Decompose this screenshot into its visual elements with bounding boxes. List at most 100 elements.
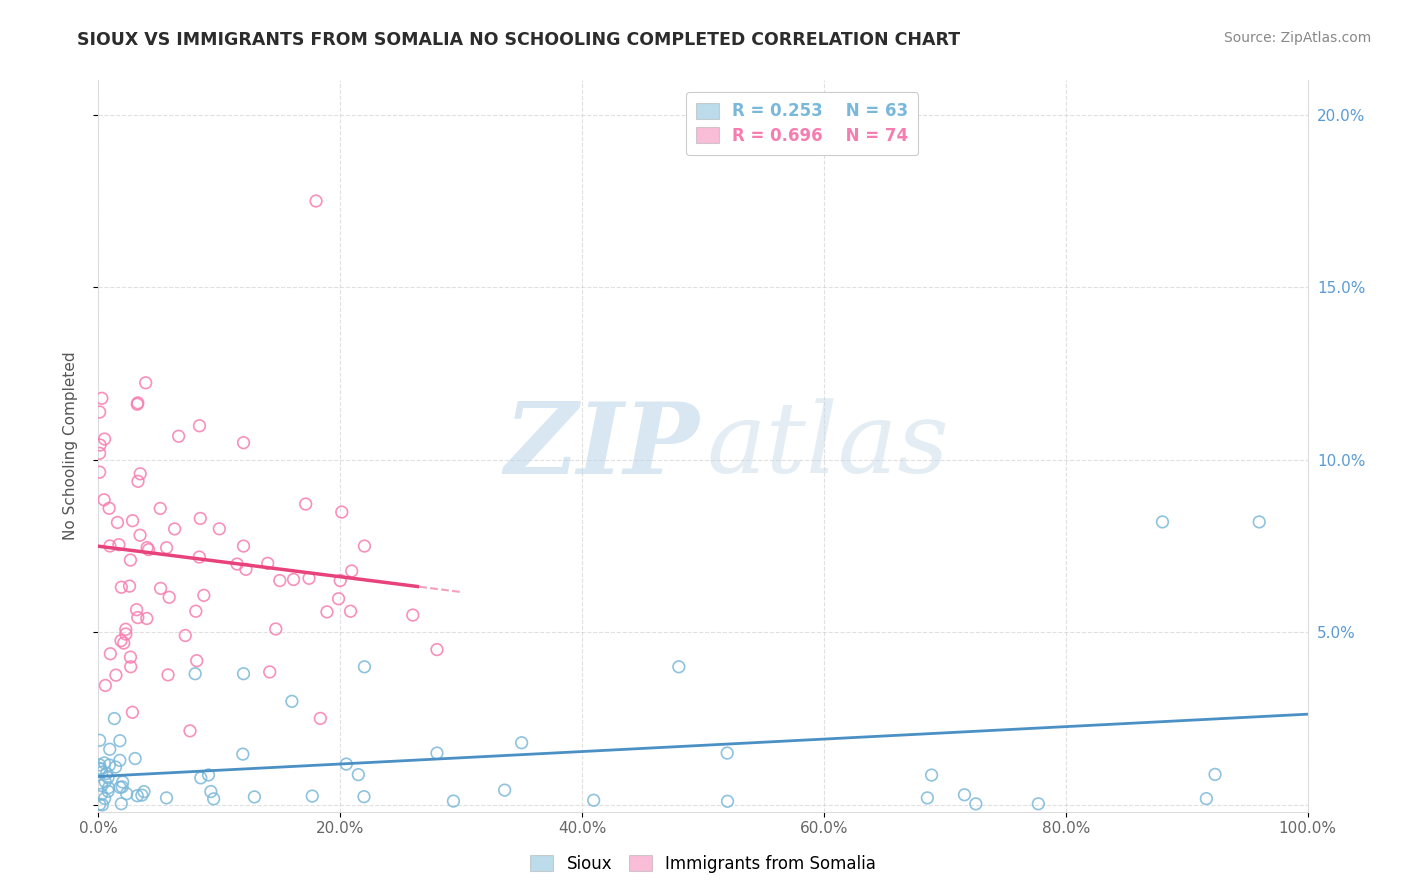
Point: [93, 492, 115, 507]
Point: [98, 758, 121, 772]
Point: [298, 571, 321, 585]
Point: [197, 768, 219, 782]
Point: [202, 792, 225, 806]
Point: [200, 784, 222, 798]
Point: [184, 666, 207, 681]
Point: [235, 562, 257, 576]
Point: [108, 780, 131, 795]
Point: [174, 628, 197, 642]
Point: [335, 757, 357, 772]
Point: [426, 642, 449, 657]
Point: [716, 794, 738, 808]
Point: [136, 541, 159, 555]
Text: SIOUX VS IMMIGRANTS FROM SOMALIA NO SCHOOLING COMPLETED CORRELATION CHART: SIOUX VS IMMIGRANTS FROM SOMALIA NO SCHO…: [77, 31, 960, 49]
Point: [115, 627, 138, 641]
Point: [97, 780, 120, 795]
Point: [157, 591, 180, 605]
Point: [89, 446, 111, 460]
Point: [90, 762, 112, 776]
Point: [120, 553, 142, 567]
Point: [188, 418, 211, 433]
Point: [121, 514, 143, 528]
Point: [129, 467, 152, 481]
Point: [121, 706, 143, 720]
Point: [120, 650, 142, 665]
Point: [155, 791, 177, 805]
Point: [94, 678, 117, 692]
Text: atlas: atlas: [707, 399, 949, 493]
Point: [264, 622, 287, 636]
Point: [114, 622, 136, 636]
Point: [98, 742, 121, 756]
Point: [184, 604, 207, 618]
Point: [259, 665, 281, 679]
Point: [91, 797, 114, 812]
Point: [125, 603, 148, 617]
Point: [112, 636, 135, 650]
Point: [89, 797, 111, 812]
Point: [157, 668, 180, 682]
Point: [316, 605, 339, 619]
Point: [108, 753, 131, 767]
Point: [510, 736, 533, 750]
Y-axis label: No Schooling Completed: No Schooling Completed: [63, 351, 77, 541]
Point: [269, 574, 291, 588]
Point: [110, 580, 132, 594]
Point: [135, 611, 157, 625]
Point: [111, 775, 134, 789]
Point: [186, 654, 208, 668]
Point: [256, 557, 278, 571]
Point: [110, 633, 132, 648]
Point: [402, 608, 425, 623]
Point: [104, 760, 127, 774]
Point: [917, 790, 939, 805]
Point: [89, 438, 111, 452]
Point: [188, 511, 211, 525]
Point: [179, 723, 201, 738]
Point: [110, 797, 132, 811]
Point: [97, 771, 120, 785]
Point: [281, 694, 304, 708]
Point: [90, 779, 112, 793]
Point: [232, 666, 254, 681]
Point: [89, 733, 111, 747]
Point: [111, 780, 134, 794]
Point: [89, 405, 111, 419]
Point: [232, 539, 254, 553]
Point: [443, 794, 465, 808]
Point: [232, 747, 254, 761]
Point: [131, 788, 153, 802]
Point: [115, 787, 138, 801]
Point: [108, 538, 131, 552]
Point: [1152, 515, 1174, 529]
Point: [89, 761, 111, 775]
Point: [127, 789, 149, 803]
Point: [89, 465, 111, 479]
Point: [104, 668, 127, 682]
Point: [305, 194, 328, 208]
Point: [340, 564, 363, 578]
Point: [118, 579, 141, 593]
Point: [353, 539, 375, 553]
Point: [921, 768, 943, 782]
Point: [108, 733, 131, 747]
Point: [127, 396, 149, 410]
Point: [93, 432, 115, 446]
Point: [93, 791, 115, 805]
Point: [328, 591, 350, 606]
Point: [91, 765, 114, 780]
Point: [135, 376, 157, 390]
Point: [339, 604, 361, 618]
Point: [127, 610, 149, 624]
Point: [89, 758, 111, 772]
Point: [103, 712, 125, 726]
Point: [193, 588, 215, 602]
Point: [243, 789, 266, 804]
Point: [190, 771, 212, 785]
Point: [1028, 797, 1050, 811]
Point: [953, 788, 976, 802]
Point: [582, 793, 605, 807]
Point: [98, 647, 121, 661]
Point: [98, 501, 121, 516]
Point: [965, 797, 987, 811]
